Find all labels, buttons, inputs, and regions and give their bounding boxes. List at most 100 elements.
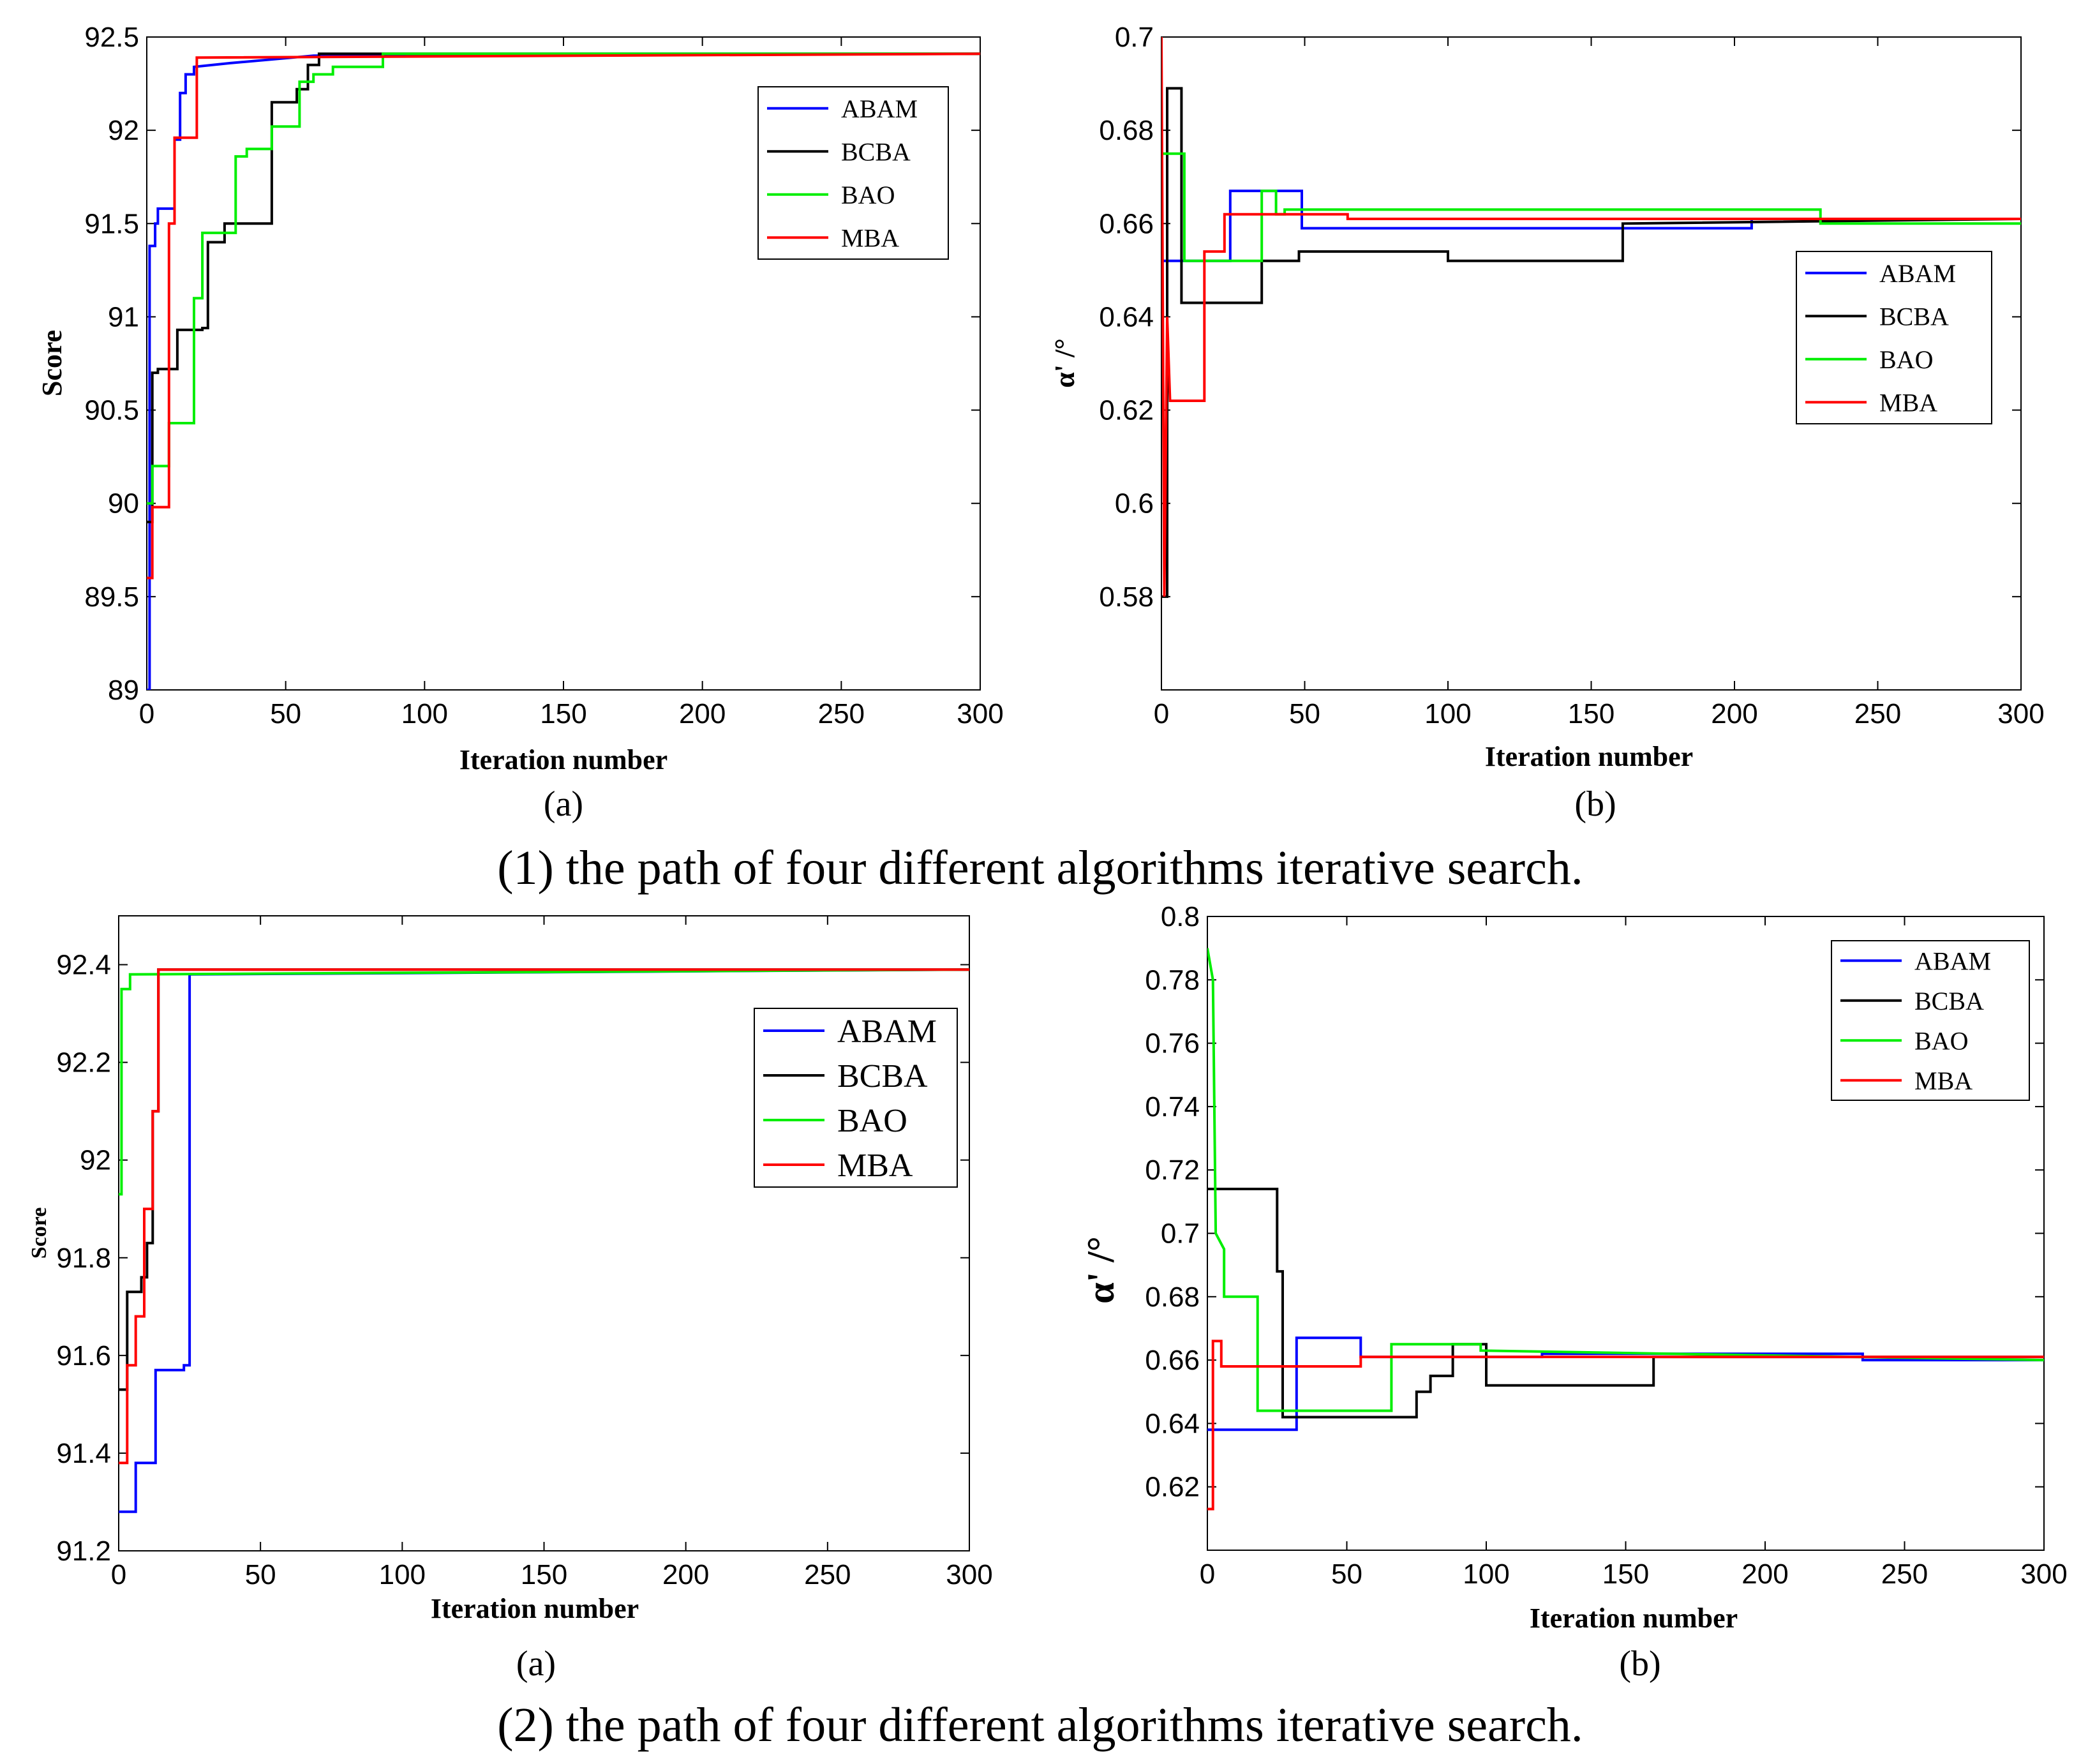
legend-label-bcba: BCBA [841, 137, 911, 166]
legend-box [1831, 940, 2030, 1101]
legend-box [757, 86, 949, 260]
panel-2a-lines [119, 968, 969, 1513]
legend-box [1796, 251, 1992, 424]
x-tick-label: 50 [245, 1559, 276, 1590]
y-tick-label: 0.76 [1145, 1028, 1200, 1059]
panel-2a-x-label: Iteration number [431, 1593, 639, 1624]
x-tick-label: 0 [1200, 1558, 1215, 1590]
y-tick-label: 91.4 [56, 1438, 111, 1469]
legend-label-abam: ABAM [841, 94, 918, 123]
x-tick-label: 200 [679, 698, 726, 729]
panel-1a-y-ticks: 89 89.5 90 90.5 91 91.5 92 92.5 [84, 22, 980, 706]
series-line-abam [119, 968, 969, 1513]
panel-1a-x-ticks: 0 50 100 150 200 250 300 [139, 37, 1004, 729]
y-tick-label: 0.66 [1145, 1345, 1200, 1376]
y-tick-label: 0.68 [1145, 1282, 1200, 1313]
y-tick-label: 0.7 [1115, 22, 1154, 53]
panel-2b-y-ticks: 0.62 0.64 0.66 0.68 0.7 0.72 0.74 0.76 0.78 0.8 [1145, 901, 2044, 1503]
y-tick-label: 0.64 [1099, 301, 1154, 333]
legend-label-mba: MBA [1879, 388, 1937, 417]
panel-2b: 0 50 100 150 200 250 300 0.620.640.660.680.70.… [1080, 901, 2068, 1684]
panel-2b-x-label: Iteration number [1530, 1603, 1738, 1634]
legend-label-bcba: BCBA [1879, 302, 1949, 331]
y-tick-label: 0.68 [1099, 115, 1154, 146]
x-tick-label: 250 [1854, 698, 1901, 729]
x-tick-label: 250 [804, 1559, 851, 1590]
panel-2a-y-label: Score [27, 1207, 51, 1259]
x-tick-label: 0 [1154, 698, 1169, 729]
y-tick-label: 92 [80, 1145, 111, 1176]
y-tick-label: 91.5 [84, 208, 139, 239]
series-line-bcba [147, 52, 980, 523]
panel-1b-x-label: Iteration number [1485, 741, 1693, 772]
panel-2b-y-label: α' /° [1080, 1236, 1122, 1304]
series-line-bcba [1161, 87, 2021, 598]
panel-1a-lines [147, 52, 980, 690]
panel-2a-y-ticks: 91.2 91.4 91.6 91.8 92 92.2 92.4 [56, 950, 969, 1567]
y-tick-label: 0.6 [1115, 488, 1154, 519]
panel-1b-legend: ABAM BCBA BAO MBA [1796, 251, 1992, 424]
y-tick-label: 0.62 [1099, 395, 1154, 426]
y-tick-label: 0.78 [1145, 964, 1200, 996]
panel-1b: 0 50 100 150 200 250 300 0.58 0.6 0.62 0.64 0.66 0.… [1049, 22, 2045, 824]
y-tick-label: 89 [108, 675, 139, 706]
x-tick-label: 50 [270, 698, 301, 729]
panel-1b-caption: (b) [1574, 784, 1616, 824]
legend-label-mba: MBA [841, 223, 899, 252]
y-tick-label: 91.8 [56, 1243, 111, 1274]
y-tick-label: 0.7 [1161, 1218, 1200, 1250]
y-tick-label: 0.64 [1145, 1408, 1200, 1439]
panel-1b-x-ticks: 0 50 100 150 200 250 300 [1154, 37, 2045, 729]
x-tick-label: 50 [1289, 698, 1320, 729]
x-tick-label: 100 [401, 698, 448, 729]
x-tick-label: 200 [662, 1559, 709, 1590]
y-tick-label: 91.2 [56, 1536, 111, 1567]
panel-1a-x-label: Iteration number [459, 744, 668, 775]
panel-2a-legend: ABAM BCBA BAO MBA [754, 1008, 958, 1188]
x-tick-label: 150 [521, 1559, 567, 1590]
panel-2b-x-ticks: 0 50 100 150 200 250 300 [1200, 916, 2068, 1590]
x-tick-label: 300 [2020, 1558, 2067, 1590]
legend-label-bao: BAO [837, 1103, 907, 1139]
x-tick-label: 100 [1424, 698, 1471, 729]
x-tick-label: 150 [1568, 698, 1615, 729]
legend-label-bao: BAO [1914, 1026, 1968, 1055]
panel-1a: 0 50 100 150 200 250 300 89 89.5 90 90.5 91 91.5 92 9… [36, 22, 1004, 824]
y-tick-label: 90 [108, 488, 139, 519]
x-tick-label: 300 [1997, 698, 2044, 729]
x-tick-label: 100 [1463, 1558, 1509, 1590]
legend-label-abam: ABAM [837, 1013, 937, 1050]
series-line-bao [1161, 152, 2021, 262]
x-tick-label: 200 [1742, 1558, 1788, 1590]
legend-box [754, 1008, 958, 1188]
series-line-mba [1207, 1340, 2044, 1511]
x-tick-label: 50 [1331, 1558, 1362, 1590]
y-tick-label: 0.58 [1099, 581, 1154, 613]
y-tick-label: 92.5 [84, 22, 139, 53]
panel-1a-y-label: Score [36, 330, 68, 396]
panel-1a-legend: ABAM BCBA BAO MBA [757, 86, 949, 260]
series-line-mba [147, 52, 980, 579]
row-2-caption: (2) the path of four different algorithm… [497, 1698, 1583, 1752]
series-line-abam [147, 52, 980, 690]
y-tick-label: 0.72 [1145, 1155, 1200, 1186]
series-line-mba [1161, 37, 2021, 597]
y-tick-label: 0.74 [1145, 1091, 1200, 1123]
series-line-bao [119, 968, 969, 1196]
x-tick-label: 250 [818, 698, 865, 729]
legend-label-mba: MBA [837, 1147, 913, 1184]
x-tick-label: 250 [1881, 1558, 1928, 1590]
panel-2a: 0 50 100 150 200 250 300 91.2 91.4 91.6 91.8 92 92.… [27, 915, 993, 1684]
y-tick-label: 0.66 [1099, 208, 1154, 239]
x-tick-label: 200 [1711, 698, 1757, 729]
legend-label-bcba: BCBA [837, 1058, 928, 1095]
row-1-caption: (1) the path of four different algorithm… [497, 841, 1583, 895]
x-tick-label: 300 [946, 1559, 992, 1590]
y-tick-label: 91 [108, 301, 139, 333]
legend-label-mba: MBA [1914, 1066, 1973, 1095]
y-tick-label: 92 [108, 115, 139, 146]
panel-2a-caption: (a) [516, 1644, 556, 1684]
y-tick-label: 92.2 [56, 1047, 111, 1079]
panel-2b-legend: ABAM BCBA BAO MBA [1831, 940, 2030, 1101]
x-tick-label: 150 [540, 698, 586, 729]
